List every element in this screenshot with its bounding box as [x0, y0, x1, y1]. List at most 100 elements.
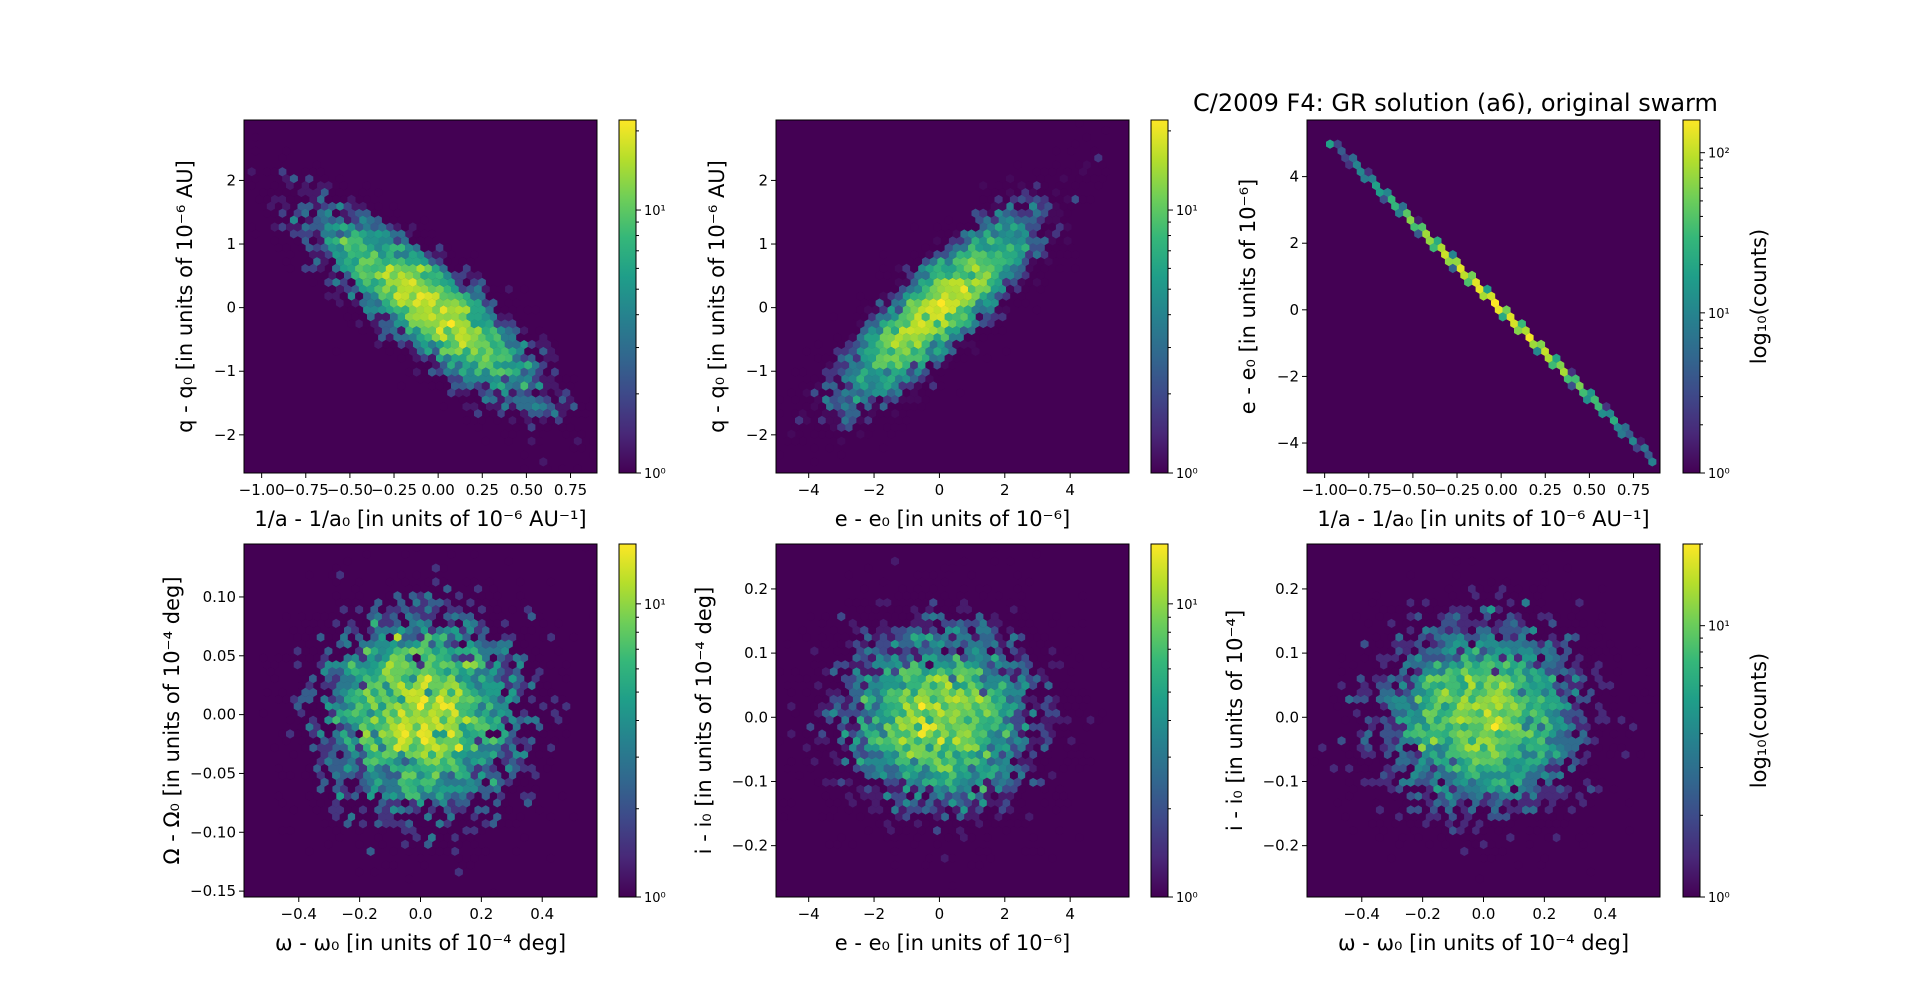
hexbin-cell: [921, 680, 930, 691]
hexbin-cell: [1013, 215, 1022, 225]
hexbin-cell: [1579, 729, 1588, 739]
hexbin-cell: [497, 653, 506, 663]
hexbin-cell: [424, 291, 433, 301]
hexbin-cell: [960, 791, 968, 801]
hexbin-cell: [481, 312, 490, 322]
hexbin-cell: [1360, 736, 1369, 746]
y-tick-label: −2: [1277, 367, 1299, 385]
hexbin-cell: [393, 291, 402, 301]
hexbin-cell: [1471, 646, 1480, 656]
hexbin-cell: [408, 250, 417, 260]
hexbin-cell: [1552, 708, 1561, 718]
hexbin-cell: [979, 263, 988, 274]
hexbin-cell: [431, 277, 440, 287]
hexbin-cell: [1036, 270, 1045, 280]
hexbin-cell: [516, 360, 525, 370]
hexbin-cell: [489, 381, 498, 391]
hexbin-cell: [297, 680, 306, 691]
hexbin-cell: [493, 756, 502, 767]
hexbin-cell: [994, 743, 1003, 753]
hexbin-cell: [933, 618, 942, 629]
hexbin-cell: [937, 750, 945, 760]
hexbin-cell: [312, 763, 321, 774]
hexbin-cell: [887, 826, 896, 836]
hexbin-cell: [910, 715, 919, 725]
hexbin-cell: [933, 756, 942, 767]
hexbin-cell: [1452, 722, 1461, 732]
hexbin-cell: [1375, 611, 1384, 622]
hexbin-cell: [316, 236, 325, 246]
hexbin-cell: [960, 270, 968, 280]
hexbin-cell: [516, 415, 525, 426]
hexbin-cell: [1487, 798, 1496, 808]
hexbin-cell: [802, 346, 811, 356]
hexbin-cell: [1529, 653, 1538, 663]
hexbin-cell: [339, 222, 348, 232]
hexbin-cell: [305, 256, 314, 267]
hexbin-cell: [1013, 777, 1022, 787]
hexbin-cell: [466, 736, 475, 746]
hexbin-cell: [489, 680, 498, 691]
hexbin-cell: [458, 777, 467, 787]
hexbin-cell: [447, 319, 456, 329]
hexbin-cell: [1525, 674, 1534, 684]
hexbin-cell: [443, 243, 452, 253]
hexbin-cell: [890, 326, 899, 336]
hexbin-cell: [1540, 756, 1549, 767]
hexbin-cell: [860, 326, 869, 336]
hexbin-cell: [312, 187, 321, 198]
hexbin-cell: [837, 611, 846, 622]
hexbin-cell: [381, 680, 390, 691]
hexbin-cell: [1594, 701, 1603, 711]
hexbin-cell: [497, 611, 506, 622]
hexbin-cell: [569, 374, 578, 384]
hexbin-cell: [389, 680, 398, 691]
x-tick-label: 0.50: [1573, 481, 1606, 499]
hexbin-cell: [883, 763, 892, 774]
hexbin-cell: [1533, 687, 1542, 698]
hexbin-cell: [944, 639, 953, 649]
hexbin-cell: [424, 277, 433, 287]
hexbin-cell: [378, 770, 387, 780]
hexbin-cell: [1479, 660, 1488, 670]
hexbin-cell: [986, 784, 995, 794]
hexbin-cell: [497, 763, 506, 774]
hexbin-cell: [332, 346, 341, 356]
hexbin-cell: [546, 346, 555, 356]
hexbin-cell: [343, 777, 352, 787]
hexbin-cell: [902, 756, 911, 767]
hexbin-cell: [531, 770, 540, 780]
hexbin-cell: [1437, 722, 1446, 732]
hexbin-cell: [1418, 660, 1427, 670]
hexbin-cell: [1063, 236, 1072, 246]
hexbin-cell: [489, 408, 498, 419]
hexbin-cell: [462, 798, 471, 808]
hexbin-cell: [890, 860, 899, 870]
hexbin-cell: [925, 660, 934, 670]
hexbin-cell: [910, 660, 919, 670]
hexbin-cell: [1452, 556, 1461, 566]
hexbin-cell: [887, 687, 896, 698]
hexbin-cell: [416, 784, 425, 794]
hexbin-cell: [806, 722, 815, 732]
hexbin-cell: [546, 374, 555, 384]
hexbin-cell: [393, 674, 402, 684]
hexbin-cell: [864, 701, 873, 711]
hexbin-cell: [412, 584, 421, 594]
hexbin-cell: [906, 625, 915, 635]
hexbin-cell: [1510, 701, 1519, 711]
hexbin-cell: [443, 750, 452, 760]
hexbin-cell: [1418, 756, 1427, 767]
hexbin-cell: [1075, 174, 1084, 184]
hexbin-cell: [324, 222, 333, 232]
hexbin-cell: [956, 743, 965, 753]
hexbin-cell: [860, 708, 869, 718]
hexbin-cell: [374, 256, 383, 267]
hexbin-cell: [852, 653, 861, 663]
hexbin-cell: [952, 805, 961, 815]
hexbin-cell: [841, 632, 850, 642]
hexbin-cell: [1471, 839, 1480, 850]
hexbin-cell: [1425, 839, 1434, 850]
hexbin-cell: [1391, 736, 1400, 746]
hexbin-cell: [381, 791, 390, 801]
